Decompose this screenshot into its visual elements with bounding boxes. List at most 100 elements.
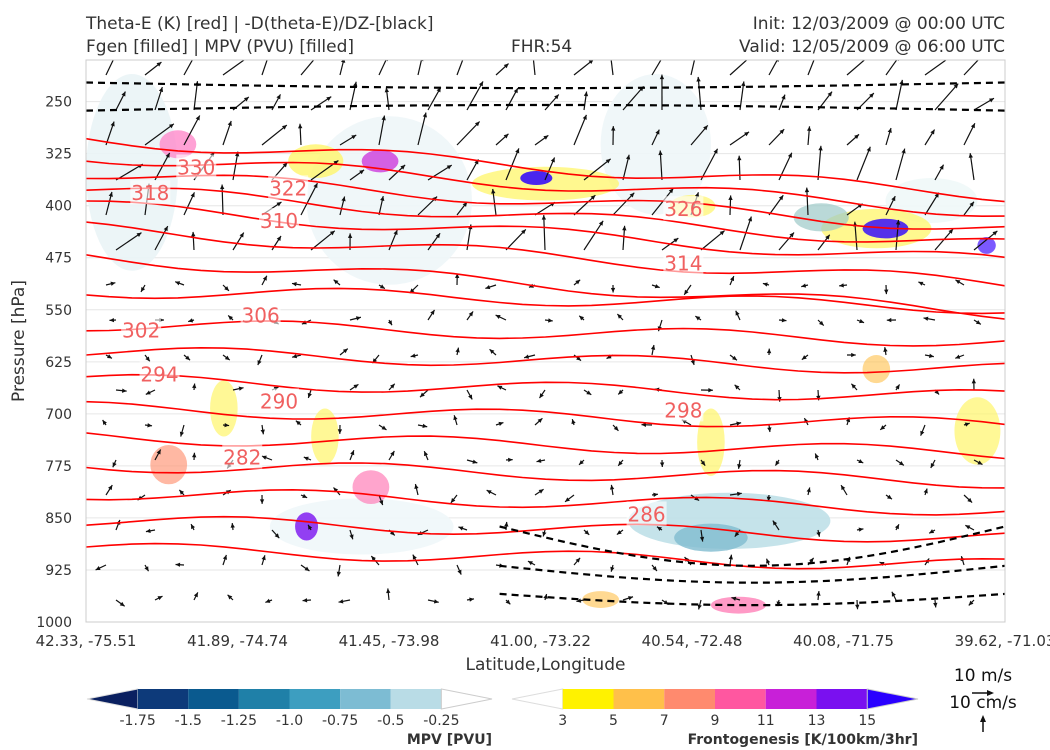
wind-vector xyxy=(505,87,519,111)
wind-vector xyxy=(973,459,983,466)
wind-vector xyxy=(378,284,386,290)
colorbar-tick-label: -1.0 xyxy=(276,713,303,729)
wind-vector xyxy=(154,225,169,251)
wind-vector xyxy=(583,389,592,396)
wind-vector xyxy=(564,494,575,503)
wind-vector xyxy=(816,591,821,601)
wind-vector xyxy=(856,527,864,532)
dtheta-e-dz-contour xyxy=(86,81,1005,90)
wind-vector xyxy=(884,284,889,295)
y-tick-label: 325 xyxy=(45,147,72,163)
shaded-field xyxy=(862,355,891,384)
wind-vector xyxy=(610,284,616,293)
x-tick-label: 41.45, -73.98 xyxy=(339,632,440,650)
wind-vector xyxy=(762,282,770,287)
shaded-field xyxy=(710,596,767,614)
wind-vector xyxy=(855,599,860,610)
theta-e-contour xyxy=(86,174,1005,230)
colorbar-cell xyxy=(613,689,665,709)
wind-vector xyxy=(933,599,938,608)
wind-vector xyxy=(778,318,787,323)
wind-vector xyxy=(541,215,547,251)
dtheta-e-dz-contour xyxy=(86,103,1005,112)
wind-vector xyxy=(801,354,809,361)
wind-vector xyxy=(261,275,268,286)
wind-vector xyxy=(656,526,663,532)
wind-vector xyxy=(816,529,821,537)
wind-vector xyxy=(378,195,385,216)
colorbar-tick-label: -0.5 xyxy=(377,713,404,729)
wind-vector xyxy=(895,384,901,391)
wind-vector xyxy=(817,234,831,251)
wind-vector xyxy=(183,60,193,76)
y-tick-label: 700 xyxy=(45,407,72,423)
wind-vector xyxy=(573,194,596,216)
contour-label: 330 xyxy=(177,156,215,180)
wind-vector xyxy=(973,319,982,325)
wind-vector xyxy=(466,81,484,111)
wind-vector xyxy=(729,354,738,361)
wind-vector xyxy=(300,564,310,572)
wind-vector xyxy=(307,389,312,399)
wind-vector xyxy=(700,459,706,466)
wind-vector xyxy=(453,415,458,426)
shaded-field xyxy=(210,380,238,437)
wind-vector xyxy=(766,348,772,356)
wind-vector xyxy=(583,220,604,251)
wind-vector xyxy=(388,229,398,251)
wind-vector xyxy=(140,284,146,293)
wind-vector xyxy=(115,91,126,111)
wind-vector xyxy=(427,232,441,251)
shaded-field xyxy=(793,203,849,232)
wind-vector xyxy=(505,229,527,251)
wind-vector xyxy=(154,86,164,111)
wind-vector xyxy=(885,195,896,216)
wind-vector xyxy=(850,383,858,391)
wind-vector xyxy=(144,564,150,572)
theta-e-contour xyxy=(86,221,1005,287)
contour-label: 286 xyxy=(627,502,665,526)
wind-reference-horizontal: 10 m/s xyxy=(954,666,1012,686)
chart-title-line2: Fgen [filled] | MPV (PVU) [filled] xyxy=(86,37,355,57)
wind-vector xyxy=(495,133,509,146)
wind-vector xyxy=(495,314,507,321)
wind-vector xyxy=(651,284,660,289)
wind-vector xyxy=(543,593,548,601)
colorbar-cell xyxy=(188,689,239,709)
wind-vector xyxy=(222,120,232,146)
wind-vector xyxy=(183,192,195,216)
wind-vector xyxy=(772,520,780,531)
colorbar-tick-label: 3 xyxy=(558,713,567,729)
wind-vector xyxy=(617,459,624,467)
colorbar-tick-label: -0.25 xyxy=(423,713,459,729)
shaded-field xyxy=(352,470,390,504)
wind-vector xyxy=(458,526,468,531)
wind-vector xyxy=(534,134,549,146)
wind-vector xyxy=(336,564,342,577)
wind-vector xyxy=(895,459,905,466)
contour-label-bg xyxy=(240,302,281,327)
wind-vector xyxy=(622,596,634,601)
wind-vector xyxy=(573,114,587,146)
wind-vector xyxy=(388,450,395,461)
wind-vector xyxy=(417,423,428,429)
wind-vector xyxy=(112,459,117,468)
wind-vector xyxy=(817,319,825,326)
wind-vector xyxy=(806,126,812,146)
wind-vector xyxy=(814,453,820,461)
wind-vector xyxy=(310,96,332,111)
wind-vector xyxy=(222,284,230,292)
wind-vector xyxy=(271,529,280,539)
contour-label: 290 xyxy=(260,389,298,413)
contour-label-bg xyxy=(268,175,309,200)
wind-vector xyxy=(729,491,742,497)
wind-vector xyxy=(175,562,185,567)
theta-e-contour xyxy=(86,373,1005,401)
x-tick-label: 41.00, -73.22 xyxy=(490,632,591,650)
theta-e-contour xyxy=(86,287,1005,315)
wind-vector xyxy=(188,318,195,323)
wind-vector xyxy=(846,60,866,76)
contour-label: 314 xyxy=(664,251,702,275)
wind-vector xyxy=(885,127,892,146)
wind-vector xyxy=(700,148,719,181)
